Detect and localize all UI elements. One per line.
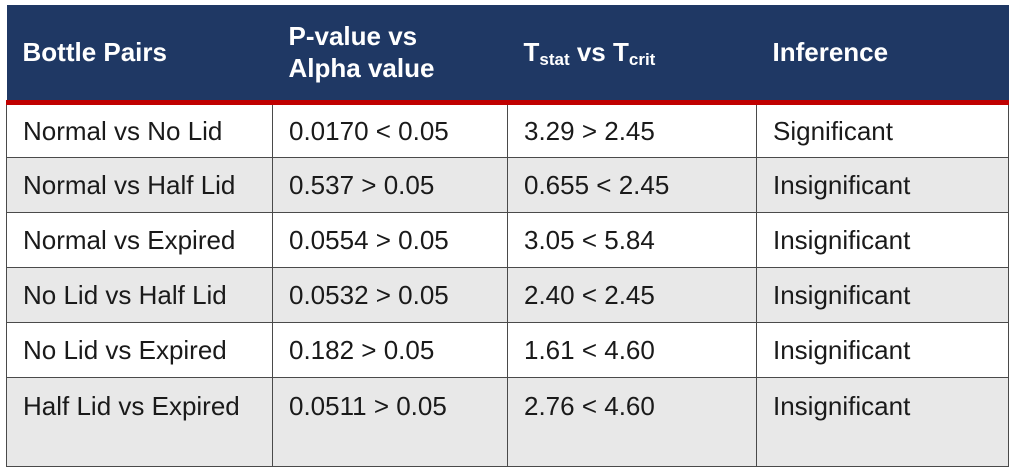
cell-tstat: 2.76 < 4.60 [507,376,757,467]
cell-inference: Insignificant [756,321,1009,378]
cell-pair: No Lid vs Half Lid [6,266,273,323]
cell-inference: Insignificant [756,266,1009,323]
cell-pvalue: 0.182 > 0.05 [272,321,508,378]
cell-pvalue: 0.0554 > 0.05 [272,211,508,268]
cell-pair: Normal vs No Lid [6,101,273,158]
tstat-sub: stat [539,50,570,70]
header-inference: Inference [756,5,1009,105]
tstat-letter: T [523,37,540,68]
table-row: No Lid vs Half Lid 0.0532 > 0.05 2.40 < … [6,266,1009,323]
table-row: Normal vs Expired 0.0554 > 0.05 3.05 < 5… [6,211,1009,268]
tstat-vs: vs T [569,37,629,68]
cell-pvalue: 0.0511 > 0.05 [272,376,508,467]
cell-pair: Half Lid vs Expired [6,376,273,467]
tcrit-sub: crit [628,50,656,70]
cell-pvalue: 0.0170 < 0.05 [272,101,508,158]
cell-inference: Insignificant [756,156,1009,213]
cell-pvalue: 0.0532 > 0.05 [272,266,508,323]
cell-inference: Insignificant [756,211,1009,268]
cell-tstat: 3.29 > 2.45 [507,101,757,158]
header-bottle-pairs: Bottle Pairs [6,5,273,105]
cell-tstat: 1.61 < 4.60 [507,321,757,378]
cell-tstat: 2.40 < 2.45 [507,266,757,323]
cell-inference: Insignificant [756,376,1009,467]
cell-pvalue: 0.537 > 0.05 [272,156,508,213]
table-row: Normal vs Half Lid 0.537 > 0.05 0.655 < … [6,156,1009,213]
header-tstat: Tstat vs Tcrit [507,5,757,105]
table-row: Half Lid vs Expired 0.0511 > 0.05 2.76 <… [6,376,1009,467]
table-row: No Lid vs Expired 0.182 > 0.05 1.61 < 4.… [6,321,1009,378]
cell-pair: Normal vs Half Lid [6,156,273,213]
cell-pair: No Lid vs Expired [6,321,273,378]
cell-pair: Normal vs Expired [6,211,273,268]
header-row: Bottle Pairs P-value vs Alpha value Tsta… [6,5,1009,105]
cell-tstat: 0.655 < 2.45 [507,156,757,213]
cell-tstat: 3.05 < 5.84 [507,211,757,268]
table-row: Normal vs No Lid 0.0170 < 0.05 3.29 > 2.… [6,101,1009,158]
cell-inference: Significant [756,101,1009,158]
header-pvalue: P-value vs Alpha value [272,5,508,105]
results-table: Bottle Pairs P-value vs Alpha value Tsta… [6,5,1009,467]
